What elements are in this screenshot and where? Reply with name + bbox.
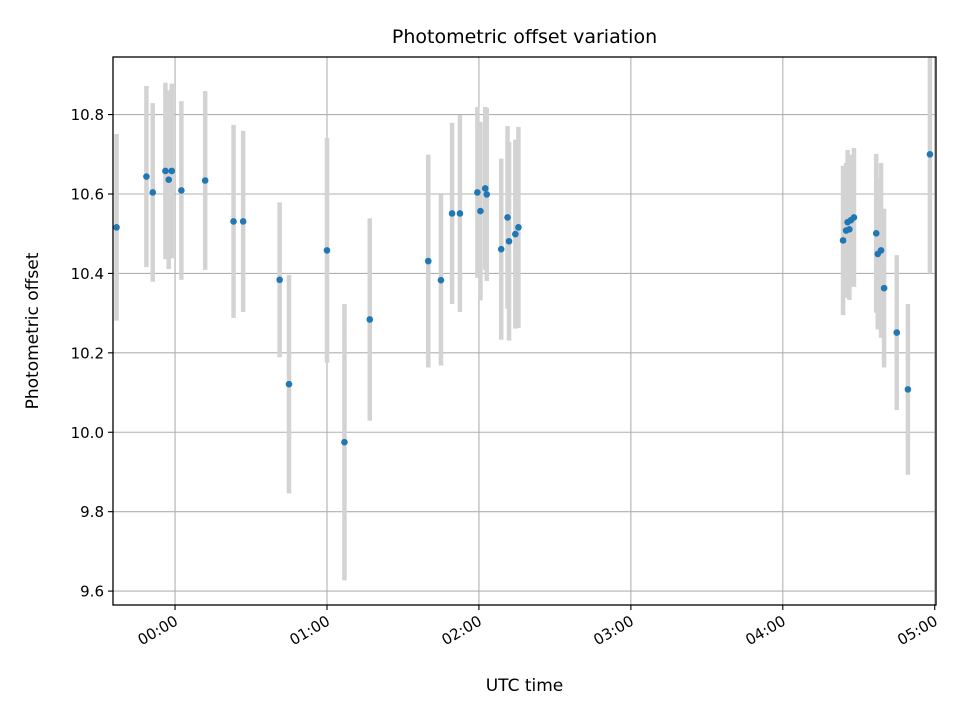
data-point-36 [877, 247, 885, 254]
data-point-16 [437, 276, 445, 284]
data-point-26 [512, 230, 519, 238]
data-point-9 [239, 218, 247, 225]
data-point-25 [505, 237, 513, 245]
x-tick-label-3: 03:00 [590, 612, 636, 649]
y-tick-label-2: 10.0 [71, 424, 104, 442]
data-point-20 [477, 207, 484, 215]
x-tick-label-2: 02:00 [438, 612, 484, 649]
data-point-40 [926, 150, 934, 158]
grid-lines [113, 57, 936, 605]
y-tick-label-6: 10.8 [71, 106, 104, 124]
data-point-7 [201, 177, 209, 184]
data-point-33 [850, 214, 858, 221]
data-point-15 [424, 257, 432, 265]
data-point-24 [504, 214, 511, 221]
y-tick-label-4: 10.4 [71, 265, 104, 283]
data-point-34 [872, 230, 880, 237]
data-point-6 [178, 187, 185, 194]
data-point-13 [341, 438, 348, 446]
data-point-10 [276, 276, 283, 284]
x-tick-label-1: 01:00 [287, 612, 333, 649]
y-axis-label: Photometric offset [23, 252, 43, 409]
data-point-11 [285, 380, 293, 388]
chart-title: Photometric offset variation [392, 26, 657, 48]
data-point-21 [481, 185, 489, 192]
data-point-12 [323, 247, 331, 254]
data-point-8 [230, 218, 237, 225]
data-point-28 [839, 237, 847, 244]
x-tick-label-0: 00:00 [135, 612, 181, 649]
data-point-38 [893, 329, 901, 336]
plot-frame [112, 56, 937, 606]
data-point-17 [448, 210, 456, 217]
y-tick-label-5: 10.6 [71, 186, 104, 204]
data-point-23 [497, 245, 505, 253]
data-point-22 [483, 191, 491, 198]
data-point-27 [515, 224, 522, 231]
y-tick-label-1: 9.8 [80, 503, 104, 521]
x-tick-label-5: 05:00 [894, 612, 940, 649]
data-point-1 [143, 173, 150, 180]
data-point-39 [904, 386, 912, 393]
y-tick-label-0: 9.6 [80, 583, 104, 601]
data-point-14 [366, 316, 374, 323]
data-point-0 [113, 224, 120, 231]
data-point-19 [474, 189, 481, 196]
x-tick-label-4: 04:00 [742, 612, 788, 649]
data-point-37 [880, 284, 888, 292]
x-axis-label: UTC time [486, 676, 564, 696]
data-point-2 [149, 189, 157, 196]
data-point-31 [846, 226, 853, 233]
data-point-4 [165, 176, 173, 184]
data-point-5 [168, 167, 176, 175]
data-points [113, 150, 934, 446]
y-tick-label-3: 10.2 [71, 344, 104, 362]
data-point-3 [162, 167, 169, 175]
data-point-18 [456, 210, 464, 217]
error-bars [114, 57, 933, 581]
